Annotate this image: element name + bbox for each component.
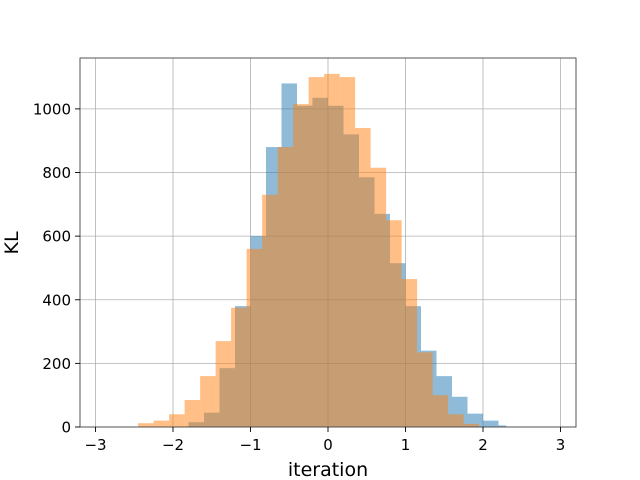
histogram-bars	[138, 73, 507, 427]
y-tick-label: 600	[42, 228, 71, 246]
histogram-bar-series-2	[231, 307, 247, 427]
x-tick-label: −2	[162, 436, 184, 454]
y-tick-label: 400	[42, 291, 71, 309]
y-axis-ticks: 0 200 400 600 800 1000	[33, 100, 80, 437]
histogram-bar-series-2	[138, 423, 154, 427]
y-axis-label: KL	[1, 231, 23, 254]
histogram-bar-series-2	[246, 248, 263, 427]
histogram-bar-series-2	[262, 194, 278, 427]
histogram-bar-series-2	[370, 167, 387, 427]
x-axis-ticks: −3 −2 −1 0 1 2 3	[84, 427, 565, 454]
x-tick-label: −3	[84, 436, 106, 454]
y-tick-label: 800	[42, 164, 71, 182]
histogram-bar-series-2	[324, 73, 340, 427]
y-tick-label: 0	[61, 419, 71, 437]
histogram-bar-series-1	[498, 425, 507, 427]
x-tick-label: 0	[323, 436, 333, 454]
histogram-bar-series-2	[169, 414, 185, 427]
histogram-bar-series-2	[401, 279, 418, 427]
histogram-bar-series-1	[483, 420, 499, 427]
histogram-bar-series-2	[293, 104, 309, 427]
histogram-bar-series-2	[417, 352, 433, 427]
histogram-bar-series-2	[277, 147, 294, 427]
histogram-bar-series-2	[153, 420, 170, 427]
histogram-bar-series-2	[355, 127, 371, 427]
histogram-bar-series-2	[432, 395, 449, 427]
histogram-bar-series-2	[463, 423, 480, 427]
histogram-bar-series-2	[448, 414, 464, 427]
histogram-bar-series-2	[215, 341, 232, 427]
histogram-bar-series-1	[467, 413, 483, 427]
x-tick-label: 3	[556, 436, 566, 454]
histogram-bar-series-2	[200, 376, 216, 427]
histogram-bar-series-2	[308, 77, 325, 427]
y-tick-label: 1000	[33, 100, 71, 118]
y-tick-label: 200	[42, 355, 71, 373]
x-tick-label: −1	[239, 436, 261, 454]
x-tick-label: 1	[401, 436, 411, 454]
histogram-bar-series-2	[386, 220, 402, 427]
histogram-bar-series-2	[339, 77, 356, 427]
x-axis-label: iteration	[288, 459, 368, 480]
x-tick-label: 2	[478, 436, 488, 454]
histogram-bar-series-2	[184, 399, 201, 427]
